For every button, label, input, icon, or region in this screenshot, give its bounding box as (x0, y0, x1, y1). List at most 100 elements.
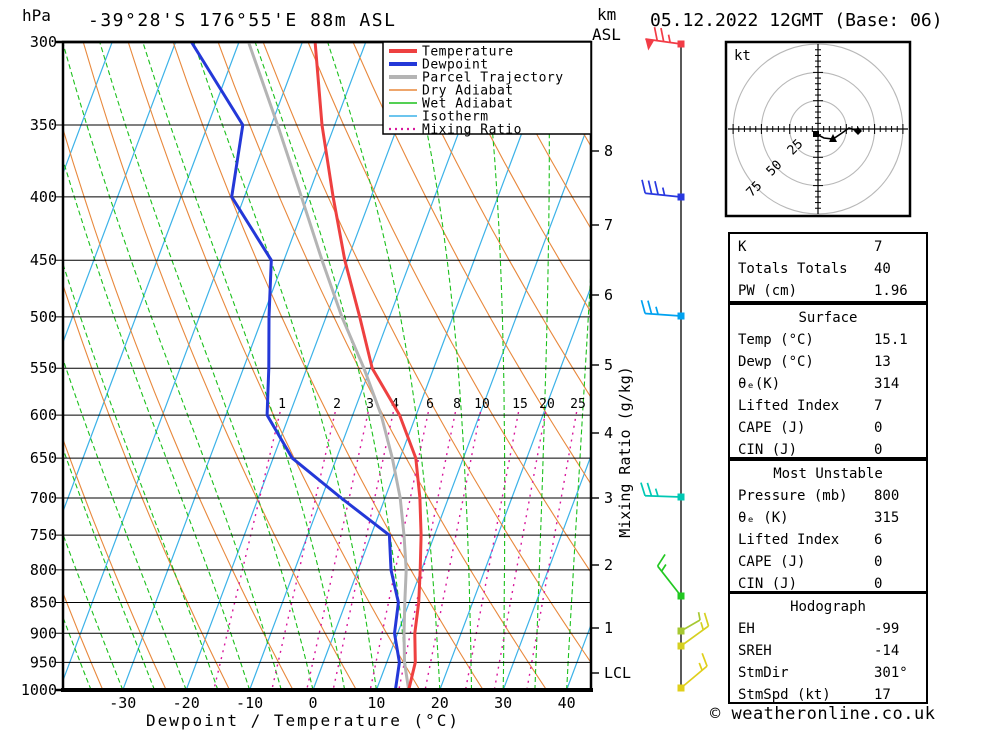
table-row: Totals Totals 40 (730, 258, 926, 280)
pressure-tick-labels: 300 350 400 450 500 550 600 650 700 750 800 850 900 9… (21, 33, 57, 699)
table-row: StmDir 301° (730, 662, 926, 684)
stat-value: 6 (874, 532, 883, 548)
table-row: Pressure (mb) 800 (730, 485, 926, 507)
chart-title: -39°28'S 176°55'E 88m ASL (88, 10, 397, 31)
svg-text:4: 4 (604, 424, 613, 442)
svg-text:600: 600 (30, 406, 57, 424)
stat-label: PW (cm) (738, 283, 798, 299)
svg-text:8: 8 (453, 397, 461, 412)
altitude-axis-unit-km: km (597, 5, 617, 24)
stat-value: 800 (874, 488, 900, 504)
svg-text:40: 40 (558, 694, 576, 712)
svg-text:850: 850 (30, 594, 57, 612)
stat-value: 17 (874, 687, 891, 703)
stat-label: CIN (J) (738, 442, 798, 458)
svg-text:1: 1 (278, 397, 286, 412)
stat-value: 1.96 (874, 283, 908, 299)
temp-tick-labels: -30 -20 -10 0 10 20 30 40 (109, 694, 575, 712)
svg-text:550: 550 (30, 359, 57, 377)
chart-datetime: 05.12.2022 12GMT (Base: 06) (650, 10, 943, 31)
stat-label: StmDir (738, 665, 789, 681)
wind-barb (645, 26, 685, 51)
svg-text:800: 800 (30, 561, 57, 579)
svg-text:900: 900 (30, 624, 57, 642)
legend-label: Dewpoint (422, 58, 489, 73)
svg-text:20: 20 (539, 397, 555, 412)
table-row: θₑ (K) 315 (730, 507, 926, 529)
stat-label: K (738, 239, 747, 255)
stats-table-surface: Surface Temp (°C) 15.1 Dewp (°C) 13 θₑ(K) 314 L… (728, 303, 928, 459)
svg-text:650: 650 (30, 449, 57, 467)
stat-value: 301° (874, 665, 908, 681)
stat-label: Totals Totals (738, 261, 848, 277)
stat-value: -99 (874, 621, 900, 637)
table-row: Dewp (°C) 13 (730, 351, 926, 373)
stat-label: θₑ(K) (738, 376, 781, 392)
plot-border (61, 40, 593, 692)
legend-label: Parcel Trajectory (422, 71, 564, 86)
table-row: Lifted Index 6 (730, 529, 926, 551)
svg-text:25: 25 (570, 397, 586, 412)
svg-text:6: 6 (426, 397, 434, 412)
svg-text:10: 10 (367, 694, 385, 712)
svg-text:20: 20 (431, 694, 449, 712)
copyright: © weatheronline.co.uk (710, 704, 936, 724)
svg-text:8: 8 (604, 142, 613, 160)
pressure-axis-unit: hPa (22, 6, 51, 25)
svg-text:-30: -30 (109, 694, 136, 712)
svg-text:500: 500 (30, 308, 57, 326)
stats-table-hodograph: Hodograph EH -99 SREH -14 StmDir 301° StmSpd (k… (728, 592, 928, 704)
svg-text:-20: -20 (173, 694, 200, 712)
table-title: Most Unstable (773, 466, 883, 482)
stat-value: 0 (874, 442, 883, 458)
svg-text:15: 15 (512, 397, 528, 412)
stat-value: 7 (874, 239, 883, 255)
wind-barb (656, 554, 685, 600)
svg-text:5: 5 (604, 356, 613, 374)
svg-text:3: 3 (366, 397, 374, 412)
stat-label: CIN (J) (738, 576, 798, 592)
stat-label: Dewp (°C) (738, 354, 814, 370)
svg-text:700: 700 (30, 489, 57, 507)
stat-value: 15.1 (874, 332, 908, 348)
stat-label: CAPE (J) (738, 554, 806, 570)
wind-barb (640, 299, 685, 320)
svg-text:1: 1 (604, 619, 613, 637)
table-row: Temp (°C) 15.1 (730, 329, 926, 351)
table-row: CIN (J) 0 (730, 439, 926, 458)
sounding-curves (190, 42, 423, 690)
table-row: SREH -14 (730, 640, 926, 662)
stats-table-indices: K 7 Totals Totals 40 PW (cm) 1.96 (728, 232, 928, 303)
table-row: PW (cm) 1.96 (730, 280, 926, 301)
wind-barb (677, 652, 708, 692)
table-row: CIN (J) 0 (730, 573, 926, 592)
altitude-axis-unit-asl: ASL (592, 25, 621, 44)
stats-table-most-unstable: Most Unstable Pressure (mb) 800 θₑ (K) 315 Li… (728, 459, 928, 593)
stat-label: Lifted Index (738, 398, 840, 414)
stat-value: 314 (874, 376, 900, 392)
svg-text:-10: -10 (236, 694, 263, 712)
table-row: Lifted Index 7 (730, 395, 926, 417)
svg-text:7: 7 (604, 216, 613, 234)
stat-label: θₑ (K) (738, 510, 789, 526)
svg-text:0: 0 (308, 694, 317, 712)
table-title: Hodograph (790, 599, 866, 615)
stat-value: 0 (874, 554, 883, 570)
svg-text:450: 450 (30, 251, 57, 269)
legend-label: Isotherm (422, 110, 489, 125)
wind-barb (677, 612, 701, 635)
parcel-curve (247, 42, 411, 690)
stat-label: EH (738, 621, 755, 637)
stat-value: 0 (874, 420, 883, 436)
svg-text:2: 2 (333, 397, 341, 412)
svg-text:10: 10 (474, 397, 490, 412)
wind-barb (677, 612, 710, 650)
stat-label: Temp (°C) (738, 332, 814, 348)
legend-label: Temperature (422, 45, 514, 60)
stat-label: StmSpd (kt) (738, 687, 831, 703)
mixing-ratio-lines (213, 411, 578, 690)
stat-label: Pressure (mb) (738, 488, 848, 504)
